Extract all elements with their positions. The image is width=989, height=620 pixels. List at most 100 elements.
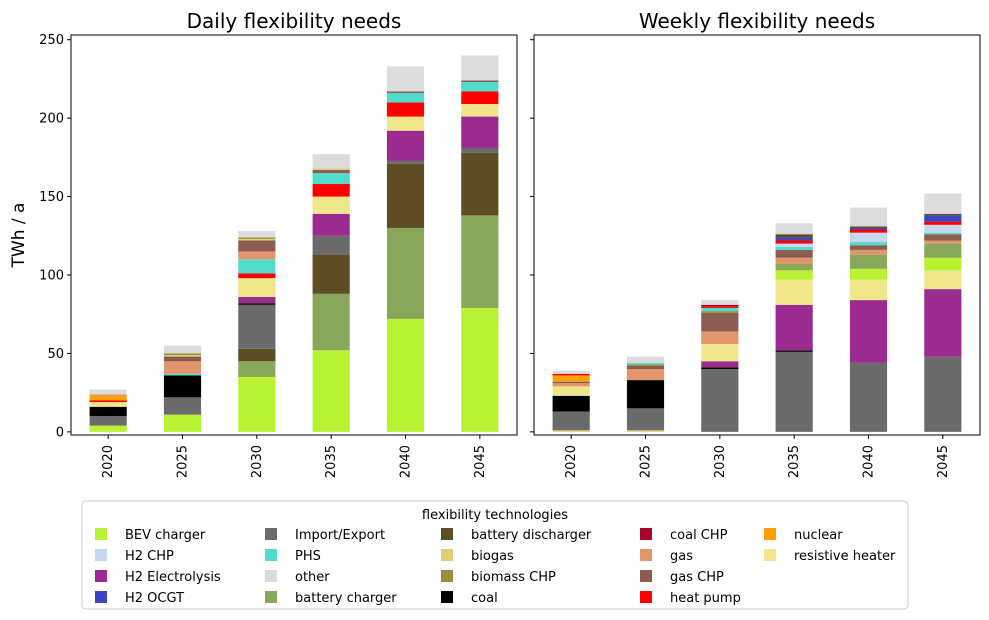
weekly-bar-h2-chp-2040 xyxy=(849,232,888,243)
weekly-x-tick-label-2045: 2045 xyxy=(936,445,951,478)
daily-y-tick-label-150: 150 xyxy=(39,190,64,205)
daily-bar-import-export-2025 xyxy=(163,397,202,415)
daily-bar-import-export-2045 xyxy=(461,147,499,153)
weekly-bar-heat-pump-2035 xyxy=(775,240,813,244)
daily-bar-bev-charger-2040 xyxy=(386,318,425,432)
daily-bar-bev-charger-2030 xyxy=(238,376,276,432)
weekly-bar-gas-chp-2035 xyxy=(775,249,813,258)
weekly-bar-nuclear-2020 xyxy=(552,375,590,382)
daily-bar-h2-electrolysis-2040 xyxy=(386,130,425,161)
weekly-bar-biogas-2025 xyxy=(626,430,665,432)
legend-label-battery-charger: battery charger xyxy=(295,591,397,606)
daily-bar-other-2035 xyxy=(312,154,350,169)
weekly-bar-gas-2025 xyxy=(626,369,665,381)
weekly-bar-battery-discharger-2035 xyxy=(775,234,813,238)
daily-bar-other-2045 xyxy=(461,55,499,81)
weekly-bar-phs-2025 xyxy=(626,362,665,365)
weekly-bar-gas-chp-2040 xyxy=(849,245,888,250)
weekly-x-tick-label-2025: 2025 xyxy=(639,445,654,478)
legend-label-biomass-chp: biomass CHP xyxy=(471,570,556,585)
weekly-bar-h2-chp-2045 xyxy=(924,224,962,233)
weekly-bar-import-export-2045 xyxy=(924,356,962,432)
legend-swatch-bev-charger xyxy=(95,528,107,540)
weekly-bar-resistive-heater-2040 xyxy=(849,279,888,301)
daily-bar-import-export-2035 xyxy=(312,235,350,255)
daily-bar-coal-2030 xyxy=(238,303,276,305)
weekly-bar-gas-2020 xyxy=(552,383,590,387)
legend-label-nuclear: nuclear xyxy=(794,528,843,543)
weekly-bar-import-export-2025 xyxy=(626,408,665,431)
weekly-bar-heat-pump-2030 xyxy=(701,306,739,308)
daily-x-axis: 2020 2025 2030 2035 2040 2045 xyxy=(101,435,488,478)
daily-bar-h2-electrolysis-2030 xyxy=(238,296,276,304)
daily-x-tick-label-2030: 2030 xyxy=(250,445,265,478)
legend-label-h2-chp: H2 CHP xyxy=(125,549,174,564)
daily-bar-heat-pump-2040 xyxy=(386,102,425,117)
legend-label-phs: PHS xyxy=(295,549,321,564)
weekly-bar-battery-discharger-2045 xyxy=(924,213,962,216)
weekly-bar-h2-electrolysis-2030 xyxy=(701,361,739,368)
legend-swatch-h2-ocgt xyxy=(95,591,107,603)
daily-bar-phs-2035 xyxy=(312,173,350,185)
weekly-bar-bev-charger-2045 xyxy=(924,257,962,271)
legend-swatch-phs xyxy=(265,549,277,561)
weekly-bar-gas-chp-2030 xyxy=(701,312,739,332)
daily-bar-other-2040 xyxy=(386,66,425,92)
weekly-bar-import-export-2040 xyxy=(849,362,888,432)
legend-swatch-heat-pump xyxy=(640,591,652,603)
daily-bar-battery-discharger-2045 xyxy=(461,152,499,216)
daily-bar-gas-2030 xyxy=(238,251,276,260)
daily-bar-biomass-chp-2030 xyxy=(238,237,276,239)
daily-bar-bev-charger-2035 xyxy=(312,350,350,432)
daily-bar-bev-charger-2020 xyxy=(89,425,127,432)
daily-bar-h2-electrolysis-2035 xyxy=(312,213,350,236)
legend-swatch-resistive-heater xyxy=(764,549,776,561)
legend-swatch-gas-chp xyxy=(640,570,652,582)
weekly-bar-coal-chp-2030 xyxy=(701,304,739,307)
daily-y-tick-label-50: 50 xyxy=(47,347,64,362)
legend-label-bev-charger: BEV charger xyxy=(125,528,206,543)
daily-bar-import-export-2030 xyxy=(238,304,276,349)
weekly-bar-h2-ocgt-2035 xyxy=(775,237,813,241)
weekly-bar-gas-chp-2025 xyxy=(626,365,665,370)
daily-bar-resistive-heater-2020 xyxy=(89,402,127,407)
daily-y-tick-label-250: 250 xyxy=(39,33,64,48)
weekly-bar-bev-charger-2035 xyxy=(775,270,813,280)
weekly-bar-coal-2030 xyxy=(701,367,739,370)
legend-label-gas-chp: gas CHP xyxy=(670,570,724,585)
daily-bar-resistive-heater-2035 xyxy=(312,196,350,214)
weekly-bar-other-2030 xyxy=(701,300,739,305)
legend: flexibility technologies BEV charger H2 C… xyxy=(81,500,909,610)
legend-label-biogas: biogas xyxy=(471,549,514,564)
daily-bar-heat-pump-2045 xyxy=(461,91,499,105)
legend-swatch-battery-charger xyxy=(265,591,277,603)
daily-bar-battery-charger-2035 xyxy=(312,293,350,351)
weekly-bar-resistive-heater-2030 xyxy=(701,344,739,362)
weekly-bars xyxy=(552,193,962,432)
daily-bar-other-2030 xyxy=(238,231,276,238)
daily-bar-battery-charger-2040 xyxy=(386,227,425,319)
weekly-x-tick-label-2020: 2020 xyxy=(564,445,579,478)
daily-bar-resistive-heater-2045 xyxy=(461,104,499,117)
weekly-bar-heat-pump-2040 xyxy=(849,229,888,233)
legend-label-h2-electrolysis: H2 Electrolysis xyxy=(125,570,221,585)
daily-bar-biomass-chp-2025 xyxy=(163,353,202,355)
legend-label-coal: coal xyxy=(471,591,498,606)
weekly-bar-resistive-heater-2035 xyxy=(775,279,813,305)
daily-x-tick-label-2035: 2035 xyxy=(324,445,339,478)
daily-bar-phs-2040 xyxy=(386,93,425,103)
daily-bar-nuclear-2020 xyxy=(89,395,127,401)
weekly-bar-battery-discharger-2040 xyxy=(849,226,888,228)
daily-bar-battery-discharger-2030 xyxy=(238,348,276,362)
daily-y-tick-label-200: 200 xyxy=(39,112,64,127)
daily-bar-gas-chp-2045 xyxy=(461,80,499,83)
legend-label-import-export: Import/Export xyxy=(295,528,385,543)
daily-chart-title: Daily flexibility needs xyxy=(187,9,402,33)
legend-items: BEV charger H2 CHP H2 Electrolysis H2 OCGT I… xyxy=(95,528,896,606)
daily-x-tick-label-2045: 2045 xyxy=(473,445,488,478)
daily-bar-bev-charger-2045 xyxy=(461,307,499,432)
legend-swatch-coal-chp xyxy=(640,528,652,540)
weekly-flexibility-panel: Weekly flexibility needs 2020 2025 2030 203… xyxy=(530,9,981,478)
legend-label-coal-chp: coal CHP xyxy=(670,528,728,543)
daily-bar-battery-charger-2030 xyxy=(238,361,276,377)
